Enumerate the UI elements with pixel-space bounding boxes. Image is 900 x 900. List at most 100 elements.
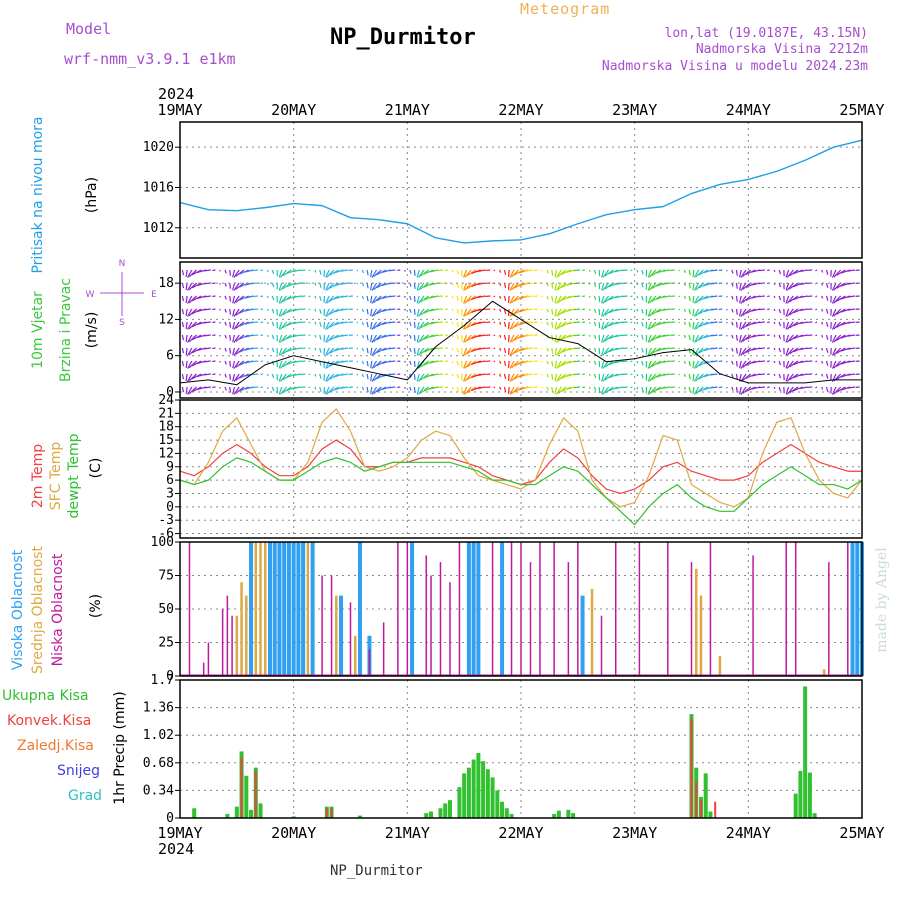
wind-arrow	[370, 386, 373, 395]
wind-arrow	[325, 282, 330, 291]
wind-arrow	[740, 282, 747, 291]
wind-arrow	[373, 386, 382, 395]
station-title: NP_Durmitor	[330, 25, 476, 50]
wind-arrow	[409, 347, 412, 352]
total-rain-bar	[244, 775, 249, 818]
wind-arrow	[630, 269, 633, 272]
wind-arrow	[695, 347, 704, 356]
wind-arrow	[785, 295, 790, 304]
cloud-high-title: Visoka Oblacnost	[10, 549, 26, 670]
wind-arrow	[477, 386, 486, 389]
wind-arrow	[742, 308, 752, 316]
wind-arrow	[308, 282, 311, 285]
wind-arrow	[831, 308, 837, 317]
wind-arrow	[785, 347, 790, 356]
wind-arrow	[191, 282, 202, 289]
wind-arrow	[429, 334, 439, 338]
wind-arrow	[326, 347, 335, 356]
wind-arrow	[252, 308, 259, 311]
wind-arrow	[445, 386, 448, 389]
low-cloud-bar	[847, 542, 849, 676]
wind-arrow	[361, 373, 365, 378]
wind-arrow	[745, 386, 756, 392]
wind-arrow	[593, 386, 597, 392]
wind-arrow	[735, 334, 738, 341]
wind-arrow	[188, 321, 197, 330]
wind-arrow	[786, 360, 794, 369]
wind-arrow	[601, 295, 605, 304]
wind-arrow	[513, 386, 524, 393]
wind-arrow	[463, 282, 468, 291]
wind-arrow	[786, 308, 794, 317]
wind-arrow	[710, 269, 718, 272]
wind-arrow	[786, 282, 794, 291]
wind-arrow	[187, 373, 193, 382]
top-date-label: 19MAY	[157, 101, 202, 119]
wind-arrow	[525, 334, 533, 337]
wind-arrow	[614, 295, 623, 299]
wind-arrow	[636, 334, 639, 338]
wind-arrow	[557, 321, 567, 329]
wind-arrow	[326, 282, 335, 291]
wind-arrow	[507, 334, 510, 342]
wind-arrow	[252, 295, 259, 298]
wind-arrow	[429, 373, 439, 377]
low-cloud-bar	[221, 609, 224, 676]
wind-arrow	[551, 295, 554, 302]
wind-arrow	[601, 347, 605, 356]
wind-arrow	[366, 308, 369, 315]
wind-arrow	[204, 347, 211, 350]
wind-arrow	[204, 386, 211, 389]
wind-arrow	[636, 386, 639, 390]
cloud-axis-unit: (%)	[88, 594, 104, 618]
total-rain-bar	[225, 813, 230, 818]
wind-arrow	[793, 334, 804, 340]
wind-arrow	[409, 321, 412, 326]
wind-arrow	[361, 269, 365, 274]
wind-arrow	[778, 386, 782, 392]
wind-arrow	[319, 334, 322, 340]
wind-arrow	[416, 321, 420, 330]
wind-arrow	[731, 360, 734, 365]
wind-arrow	[244, 347, 254, 351]
wind-arrow	[710, 373, 718, 376]
wind-arrow	[647, 386, 652, 395]
wind-arrow	[232, 347, 236, 356]
high-cloud-bar	[850, 542, 855, 676]
wind-arrow	[371, 295, 378, 304]
wind-arrow	[693, 334, 700, 343]
wind-arrow	[420, 347, 430, 355]
total-rain-bar	[485, 769, 490, 818]
wind-arrow	[370, 360, 373, 369]
wind-arrow	[260, 373, 264, 376]
wind-arrow	[371, 386, 378, 395]
wind-arrow	[456, 360, 460, 366]
wind-axis-title-2: Brzina i Pravac	[58, 278, 74, 382]
temp-ytick-label: 24	[158, 393, 174, 408]
wind-arrow	[280, 269, 288, 278]
wind-arrow	[376, 295, 387, 302]
wind-arrow	[314, 282, 317, 286]
wind-arrow	[731, 295, 734, 300]
wind-arrow	[601, 321, 605, 330]
conv-rain-bar	[714, 801, 717, 818]
wind-arrow	[204, 373, 211, 376]
wind-arrow	[593, 321, 597, 327]
wind-arrow	[738, 360, 742, 369]
precip-ytick-label: 1.36	[143, 701, 174, 716]
wind-arrow	[224, 360, 227, 365]
wind-arrow	[745, 360, 756, 366]
low-cloud-bar	[321, 575, 323, 676]
wind-arrow	[758, 295, 765, 298]
mid-cloud-bar	[259, 542, 262, 676]
wind-arrow	[292, 282, 301, 286]
bottom-date-label: 20MAY	[271, 824, 316, 842]
wind-arrow	[731, 373, 734, 378]
wind-arrow	[688, 282, 691, 289]
wind-arrow	[731, 386, 734, 391]
wind-arrow	[464, 295, 472, 304]
wind-arrow	[555, 386, 562, 395]
wind-arrow	[825, 282, 829, 288]
wind-arrow	[758, 360, 765, 363]
wind-arrow	[371, 360, 378, 369]
